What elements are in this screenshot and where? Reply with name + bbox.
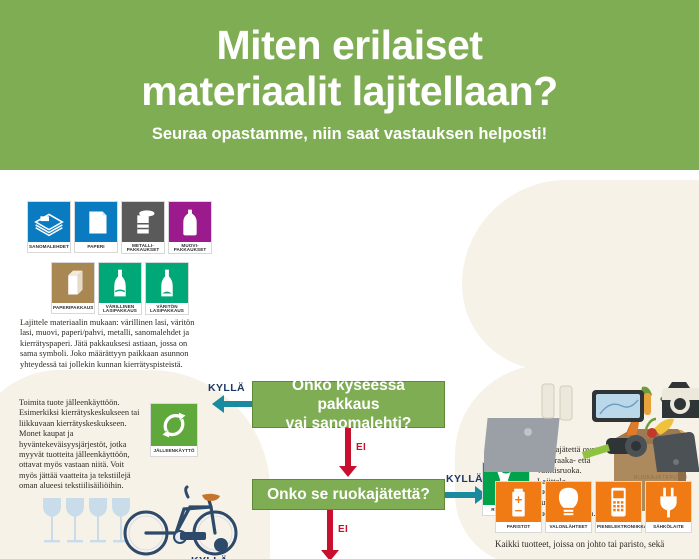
tile-label-line1: VÄRILLINEN — [105, 304, 135, 310]
tile-paperi[interactable]: PAPERI — [74, 201, 118, 253]
electronics-paragraph: Kaikki tuotteet, joissa on johto tai par… — [495, 539, 665, 549]
no-label-2: EI — [338, 524, 349, 535]
tile-label-line1: MUOVI- — [181, 243, 199, 249]
tile-label: VALONLÄHTEET — [549, 524, 588, 530]
no-label-1: EI — [356, 442, 367, 453]
yes-label-3: KYLLÄ — [191, 555, 228, 559]
tile-metallipakkaukset[interactable]: METALLI- PAKKAUKSET — [121, 201, 165, 255]
tile-label: PARISTOT — [506, 524, 531, 530]
tile-sahkolaite[interactable]: SÄHKÖLAITE — [645, 481, 692, 533]
tile-varillinen-lasipakkaus[interactable]: VÄRILLINEN LASIPAKKAUS — [98, 262, 142, 316]
tile-pienelektroniikka[interactable]: PIENELEKTRONIIKKA — [595, 481, 648, 533]
yes-arrow-1-head — [212, 395, 224, 413]
tile-label: JÄLLEENKÄYTTÖ — [153, 448, 195, 454]
electronics-illustration — [484, 382, 699, 472]
question-1-line-2: vai sanomalehti? — [285, 415, 412, 432]
tile-label-line1: VÄRITÖN — [156, 304, 178, 310]
tile-label: PAPERI — [87, 244, 105, 250]
tile-label: PAPERIPAKKAUS — [53, 305, 94, 311]
tile-paperipakkaus[interactable]: PAPERIPAKKAUS — [51, 262, 95, 314]
tile-paristot[interactable]: PARISTOT — [495, 481, 542, 533]
question-box-1[interactable]: Onko kyseessä pakkaus vai sanomalehti? — [252, 377, 445, 432]
wine-glasses-illustration — [43, 498, 130, 543]
tile-jalleenkaytto[interactable]: JÄLLEENKÄYTTÖ — [150, 403, 198, 457]
page-title-line-2: materiaalit lajitellaan? — [141, 68, 558, 114]
tile-label-line2: LASIPAKKAUS — [103, 307, 137, 313]
packaging-paragraph: Lajittele materiaalin mukaan: värillinen… — [20, 318, 195, 369]
colored-glass-bottle-icon — [99, 263, 141, 304]
tile-valonlahteet[interactable]: VALONLÄHTEET — [545, 481, 592, 533]
background-blob-right-top — [462, 180, 699, 370]
no-arrow-2-head — [321, 550, 339, 559]
yes-label-1: KYLLÄ — [208, 382, 245, 394]
bicycle-illustration — [123, 485, 238, 556]
tile-muovipakkaukset[interactable]: MUOVI- PAKKAUKSET — [168, 201, 212, 255]
no-arrow-1-head — [339, 466, 357, 477]
question-box-2[interactable]: Onko se ruokajätettä? — [252, 479, 445, 510]
recycle-arrows-icon — [151, 404, 197, 447]
tile-label: PIENELEKTRONIIKKA — [597, 524, 648, 530]
no-arrow-1-line — [345, 428, 351, 466]
question-2-line-1: Onko se ruokajätettä? — [267, 486, 430, 503]
page-header: Miten erilaiset materiaalit lajitellaan?… — [0, 0, 699, 170]
tile-variton-lasipakkaus[interactable]: VÄRITÖN LASIPAKKAUS — [145, 262, 189, 316]
metal-can-icon — [122, 202, 164, 243]
question-1-line-1: Onko kyseessä pakkaus — [292, 377, 405, 413]
tile-label-line2: LASIPAKKAUS — [150, 307, 184, 313]
newspaper-icon — [28, 202, 70, 243]
reuse-paragraph: Toimita tuote jälleenkäyttöön. Esimerkik… — [19, 398, 140, 491]
clear-glass-bottle-icon — [146, 263, 188, 304]
bag-label: RUOKAJÄTEPUSSI — [634, 474, 687, 481]
page-subtitle: Seuraa opastamme, niin saat vastauksen h… — [151, 125, 548, 143]
plastic-bottle-icon — [169, 202, 211, 243]
yes-label-2: KYLLÄ — [446, 473, 483, 485]
tile-label: SÄHKÖLAITE — [653, 524, 684, 530]
carton-icon — [52, 263, 94, 304]
tile-label: SANOMALEHDET — [29, 244, 69, 250]
no-arrow-2-line — [327, 510, 333, 550]
tile-label-line2: PAKKAUKSET — [173, 246, 207, 252]
paper-sheet-icon — [75, 202, 117, 243]
lightbulb-icon — [546, 482, 591, 523]
tile-sanomalehdet[interactable]: SANOMALEHDET — [27, 201, 71, 253]
yes-arrow-2-line — [445, 492, 475, 498]
mobile-phone-icon — [596, 482, 641, 523]
tile-label-line1: METALLI- — [132, 243, 154, 249]
yes-arrow-1-line — [224, 401, 252, 407]
tile-label-line2: PAKKAUKSET — [126, 246, 160, 252]
page-title-line-1: Miten erilaiset — [216, 22, 483, 68]
flowchart-canvas: SANOMALEHDET PAPERI METALLI- PAKKAUKSET — [0, 170, 699, 559]
power-plug-icon — [646, 482, 691, 523]
battery-icon — [496, 482, 541, 523]
